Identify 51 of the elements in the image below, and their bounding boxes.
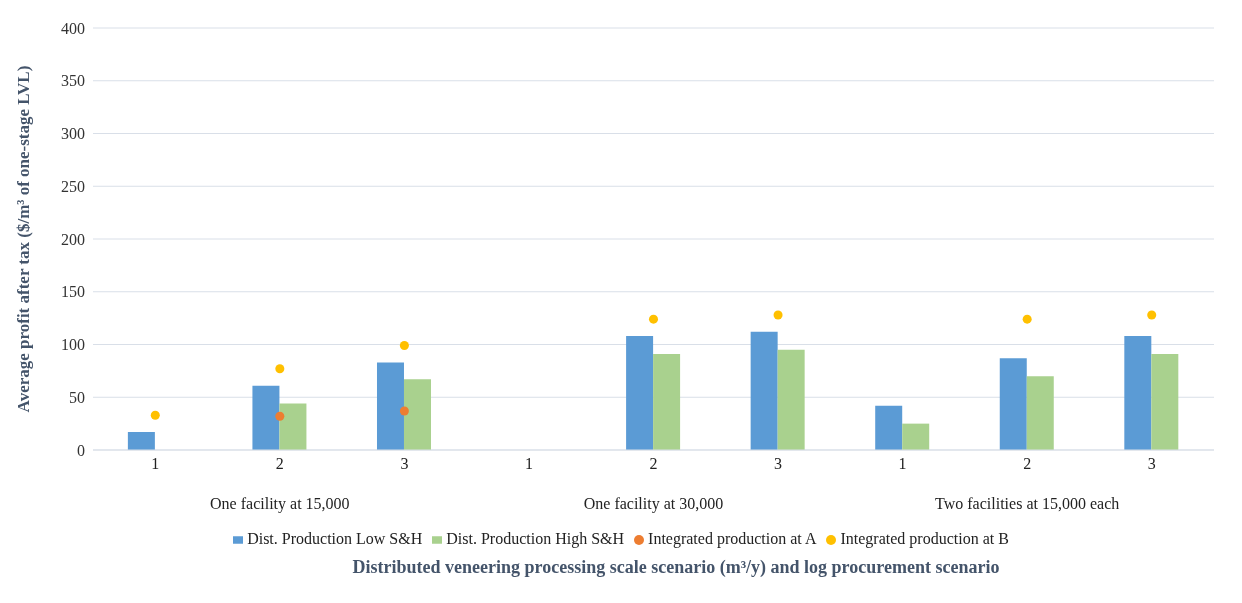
y-tick-label: 400: [61, 19, 85, 37]
bar: [127, 432, 155, 450]
point: [275, 364, 285, 374]
legend-label: Dist. Production High S&H: [446, 530, 625, 547]
y-tick-label: 350: [61, 72, 85, 90]
bar: [1124, 336, 1152, 450]
bar: [279, 403, 307, 450]
bar: [653, 354, 681, 450]
y-tick-label: 150: [61, 283, 85, 301]
x-tick-label: 1: [151, 455, 160, 473]
bar: [252, 385, 280, 450]
bar: [376, 362, 404, 450]
y-tick-label: 250: [61, 177, 85, 195]
x-tick-label: 3: [400, 455, 409, 473]
text: One facility at 15,000: [210, 495, 350, 514]
legend-label: Integrated production at B: [840, 530, 1009, 547]
bar: [902, 423, 930, 450]
x-tick-label: 2: [1023, 455, 1032, 473]
point: [773, 310, 783, 320]
y-tick-label: 300: [61, 125, 85, 143]
y-tick-label: 200: [61, 230, 85, 248]
x-axis-title: Distributed veneering processing scale scenario (m³/y) and log procurement scenario: [351, 557, 1001, 578]
y-tick-label: 50: [69, 388, 85, 406]
point: [1147, 310, 1157, 320]
text: One facility at 30,000: [583, 495, 724, 514]
bar: [875, 405, 903, 450]
point: [1022, 314, 1032, 324]
legend-label: Integrated production at A: [648, 530, 817, 547]
x-tick-label: 2: [275, 455, 284, 473]
bar: [1151, 354, 1179, 450]
bar: [1026, 376, 1054, 450]
legend-label: Dist. Production Low S&H: [247, 530, 423, 547]
point: [399, 341, 409, 351]
point: [399, 406, 409, 416]
x-tick-label: 1: [524, 455, 533, 473]
x-tick-label: 3: [774, 455, 783, 473]
x-tick-label: 2: [649, 455, 658, 473]
bar: [750, 331, 778, 450]
bar: [777, 349, 805, 450]
x-tick-label: 3: [1147, 455, 1156, 473]
point: [648, 314, 659, 324]
text: Two facilities at 15,000 each: [935, 495, 1120, 513]
bar: [999, 358, 1027, 450]
bar: [403, 379, 431, 450]
y-tick-label: 0: [77, 441, 85, 459]
point: [150, 410, 160, 420]
bar: [626, 336, 654, 450]
point: [275, 411, 285, 421]
y-axis-title: Average profit after tax ($/m³ of one-stage LVL): [14, 65, 34, 413]
y-tick-label: 100: [61, 336, 85, 354]
x-tick-label: 1: [898, 455, 907, 473]
